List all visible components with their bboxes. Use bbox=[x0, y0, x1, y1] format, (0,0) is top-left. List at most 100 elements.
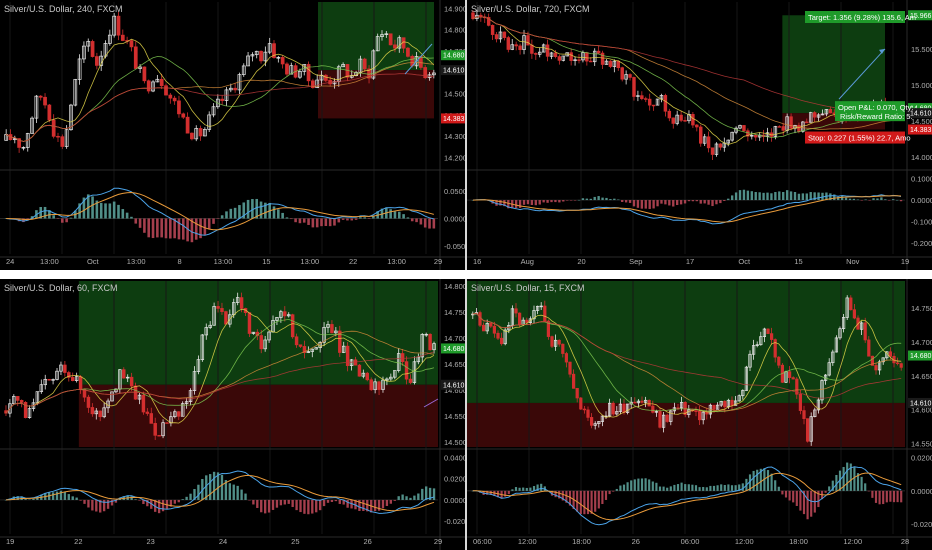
candle-body bbox=[371, 50, 376, 79]
candle-body bbox=[577, 59, 581, 61]
candle bbox=[311, 78, 315, 89]
macd-histogram-bar bbox=[302, 218, 306, 223]
macd-histogram-bar bbox=[738, 190, 742, 201]
candle bbox=[538, 47, 542, 58]
macd-histogram-bar bbox=[224, 480, 228, 500]
macd-histogram-bar bbox=[609, 199, 612, 201]
candle bbox=[112, 13, 117, 38]
chart-panel-60[interactable]: Silver/U.S. Dollar, 60, FXCM 14.800 14.750… bbox=[0, 279, 465, 550]
candle bbox=[215, 94, 220, 109]
candle bbox=[585, 51, 589, 66]
chart-720-svg[interactable]: Silver/U.S. Dollar, 720, FXCM 15.966 15.50… bbox=[467, 0, 932, 270]
chart-panel-15[interactable]: Silver/U.S. Dollar, 15, FXCM 14.750 14.700… bbox=[467, 279, 932, 550]
chart-panel-720[interactable]: Silver/U.S. Dollar, 720, FXCM 15.966 15.50… bbox=[467, 0, 932, 270]
candle bbox=[492, 321, 497, 338]
macd-histogram-bar bbox=[608, 490, 611, 495]
macd-histogram-bar bbox=[579, 490, 582, 515]
macd-histogram-bar bbox=[658, 486, 662, 491]
candle-body bbox=[694, 410, 698, 413]
macd-histogram-bar bbox=[687, 200, 691, 202]
macd-histogram-bar bbox=[792, 490, 795, 503]
candle-body bbox=[647, 98, 652, 106]
horizontal-divider[interactable] bbox=[0, 270, 932, 279]
macd-histogram-bar bbox=[238, 205, 241, 219]
candle bbox=[755, 341, 759, 348]
candle bbox=[543, 300, 547, 322]
candle-body bbox=[571, 373, 576, 389]
price-tag-label: 14.680 bbox=[910, 353, 932, 360]
candle bbox=[600, 50, 605, 70]
moving-average-line bbox=[472, 312, 902, 418]
candle-body bbox=[200, 334, 205, 361]
macd-histogram-bar bbox=[837, 196, 840, 201]
candle bbox=[177, 411, 181, 420]
candle bbox=[827, 358, 831, 377]
macd-histogram-bar bbox=[272, 206, 276, 219]
chart-15-svg[interactable]: Silver/U.S. Dollar, 15, FXCM 14.750 14.700… bbox=[467, 279, 932, 550]
macd-histogram-bar bbox=[828, 486, 831, 491]
candle bbox=[514, 303, 518, 318]
candle bbox=[573, 56, 577, 66]
macd-histogram-bar bbox=[756, 469, 759, 491]
candle bbox=[777, 356, 781, 369]
macd-histogram-bar bbox=[67, 494, 70, 500]
macd-histogram-bar bbox=[860, 200, 863, 201]
risk-reward-label: Risk/Reward Ratio: 5. bbox=[840, 112, 913, 121]
macd-histogram-bar bbox=[363, 217, 367, 219]
candle-body bbox=[518, 45, 522, 50]
macd-histogram-bar bbox=[51, 492, 55, 500]
candle bbox=[553, 334, 558, 351]
macd-histogram-bar bbox=[514, 487, 518, 491]
price-tag-label: 14.610 bbox=[910, 400, 932, 407]
candle-body bbox=[615, 411, 619, 415]
macd-histogram-bar bbox=[4, 499, 8, 501]
macd-histogram-bar bbox=[432, 218, 436, 229]
candle bbox=[582, 406, 587, 414]
chart-panel-240[interactable]: Silver/U.S. Dollar, 240, FXCM 14.900 14.80… bbox=[0, 0, 465, 270]
macd-histogram-bar bbox=[291, 499, 294, 508]
macd-histogram-bar bbox=[350, 218, 354, 221]
candle-body bbox=[21, 147, 26, 149]
macd-histogram-bar bbox=[518, 487, 521, 491]
macd-histogram-bar bbox=[359, 217, 362, 219]
macd-histogram-bar bbox=[683, 200, 687, 204]
macd-histogram-bar bbox=[754, 192, 757, 201]
price-tick-label: 14.700 bbox=[444, 334, 465, 343]
macd-histogram-bar bbox=[805, 193, 808, 201]
macd-tick-label: 0.0500 bbox=[444, 187, 465, 196]
candle bbox=[679, 110, 683, 123]
macd-histogram-bar bbox=[799, 490, 802, 511]
price-tag-bg bbox=[441, 379, 465, 390]
macd-histogram-bar bbox=[209, 474, 212, 500]
projection-arrow bbox=[404, 43, 433, 75]
candle-body bbox=[667, 110, 672, 119]
candle-body bbox=[145, 411, 150, 414]
price-tag-bg bbox=[441, 50, 465, 61]
macd-histogram-bar bbox=[52, 215, 55, 219]
candle-body bbox=[665, 414, 669, 422]
candle bbox=[636, 90, 640, 102]
chart-60-svg[interactable]: Silver/U.S. Dollar, 60, FXCM 14.800 14.750… bbox=[0, 279, 465, 550]
macd-histogram-bar bbox=[774, 192, 777, 201]
candle bbox=[510, 305, 515, 329]
candle-body bbox=[625, 403, 630, 413]
candle-body bbox=[220, 308, 224, 312]
macd-histogram-bar bbox=[896, 490, 899, 503]
candle-body bbox=[561, 343, 565, 354]
macd-histogram-bar bbox=[730, 195, 734, 201]
macd-histogram-bar bbox=[860, 476, 863, 491]
candle-body bbox=[611, 402, 615, 415]
candle bbox=[204, 323, 208, 340]
price-tick-label: 14.300 bbox=[444, 132, 465, 141]
candle-body bbox=[116, 15, 121, 36]
candle-body bbox=[820, 113, 825, 116]
candle-body bbox=[730, 399, 734, 406]
candle-body bbox=[748, 353, 752, 368]
candle-body bbox=[63, 364, 67, 373]
macd-histogram-bar bbox=[354, 218, 358, 220]
macd-histogram-bar bbox=[56, 218, 60, 219]
candle-body bbox=[133, 46, 138, 69]
candle-body bbox=[380, 34, 384, 37]
macd-histogram-bar bbox=[730, 485, 734, 491]
chart-240-svg[interactable]: Silver/U.S. Dollar, 240, FXCM 14.900 14.80… bbox=[0, 0, 465, 270]
